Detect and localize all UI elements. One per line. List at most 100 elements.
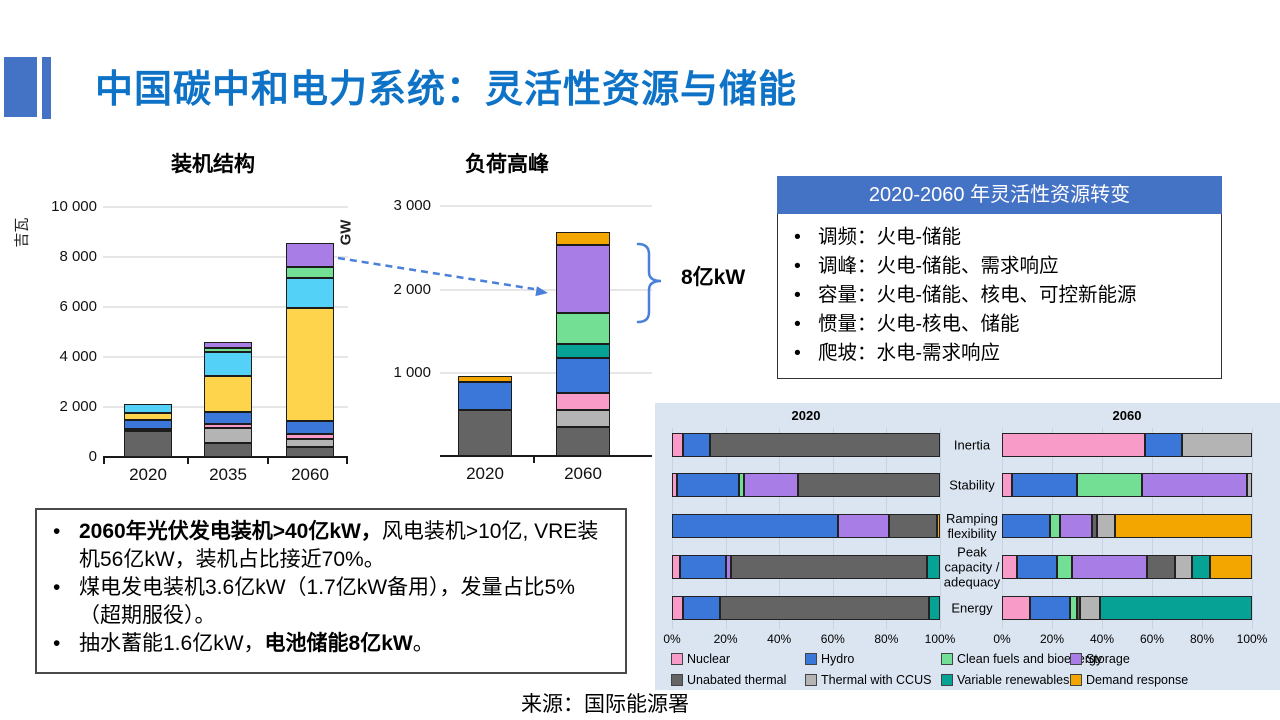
- notes-text: 抽水蓄能1.6亿kW，: [79, 632, 265, 655]
- gridline: [103, 256, 348, 258]
- panel-bar-segment-gray: [1174, 555, 1192, 579]
- panel-x-tick: 20%: [1039, 632, 1065, 646]
- panel-bar-segment-green: [1077, 473, 1142, 497]
- panel-bar-segment-dark: [797, 473, 940, 497]
- panel-bar-segment-purple: [838, 514, 890, 538]
- legend-item: Nuclear: [671, 652, 730, 666]
- panel-bar-segment-pink: [1002, 596, 1030, 620]
- y-tick-label: 1 000: [393, 363, 431, 381]
- panel-row-label: Inertia: [953, 437, 991, 453]
- panel-bar-segment-teal: [926, 555, 940, 579]
- panel-x-tick: 80%: [874, 632, 899, 646]
- panel-gridline: [940, 428, 941, 629]
- panel-row-label: Energy: [951, 600, 993, 616]
- flexibility-transition-box: 2020-2060 年灵活性资源转变 • 调频：火电-储能 • 调峰：火电-储能、需求…: [777, 176, 1222, 379]
- legend-label: Demand response: [1086, 673, 1189, 687]
- flexibility-box-header: 2020-2060 年灵活性资源转变: [777, 176, 1222, 214]
- panel-bar-segment-blue: [1017, 555, 1057, 579]
- panel-bar-segment-blue: [680, 555, 726, 579]
- gridline: [440, 288, 652, 291]
- panel-bar-segment-teal: [1192, 555, 1210, 579]
- bullet-icon: •: [794, 342, 801, 364]
- panel-bar-segment-gray: [1247, 473, 1252, 497]
- bar-segment-purple: [286, 243, 334, 267]
- bar-segment-yellow: [204, 375, 252, 413]
- panel-bar-segment-blue: [1012, 473, 1077, 497]
- bar-segment-dark: [286, 447, 334, 457]
- panel-x-tick: 20%: [713, 632, 738, 646]
- gridline: [103, 206, 348, 208]
- notes-text: 风电装机>10亿, VRE装机56亿kW，装机占比接近70%。: [79, 520, 599, 571]
- panel-x-tick: 100%: [1236, 632, 1268, 646]
- bar-segment-blue: [458, 381, 512, 411]
- notes-bullet: • 2060年光伏发电装机>40亿kW，风电装机>10亿, VRE装机56亿kW，…: [43, 518, 615, 574]
- peakload-chart-ylabel: GW: [337, 219, 355, 246]
- x-category-label: 2060: [291, 465, 329, 484]
- bar-segment-yellow: [124, 412, 172, 420]
- bar-segment-purple: [556, 244, 610, 313]
- panel-bar-segment-blue: [1144, 433, 1182, 457]
- y-tick-label: 3 000: [393, 197, 431, 215]
- bar-segment-gray: [204, 427, 252, 444]
- bullet-icon: •: [53, 632, 61, 655]
- panel-bar-segment-dark: [709, 433, 940, 457]
- panel-x-tick: 0%: [663, 632, 681, 646]
- bar-segment-dark: [204, 443, 252, 457]
- panel-x-tick: 40%: [1089, 632, 1115, 646]
- title-accent-square: [4, 57, 37, 117]
- bar-segment-pink: [204, 423, 252, 428]
- bar-segment-dark: [458, 410, 512, 456]
- panel-bar-segment-green: [1049, 514, 1060, 538]
- panel-bar-segment-pink: [672, 473, 678, 497]
- gridline: [103, 306, 348, 308]
- panel-row-label: Stability: [949, 477, 995, 493]
- legend-item: Variable renewables: [941, 673, 1069, 687]
- panel-bar-segment-dark: [1092, 514, 1097, 538]
- legend-label: Storage: [1086, 652, 1130, 666]
- y-tick-label: 8 000: [59, 248, 97, 265]
- panel-row-label: Peak capacity / adequacy: [943, 544, 1001, 590]
- panel-bar-segment-purple: [1059, 514, 1092, 538]
- panel-bar-segment-purple: [1072, 555, 1147, 579]
- gridline: [440, 205, 652, 208]
- legend-item: Unabated thermal: [671, 673, 786, 687]
- storage-annotation: 8亿kW: [681, 266, 746, 289]
- panel-x-tick: 100%: [924, 632, 956, 646]
- source-text: 来源：国际能源署: [521, 693, 689, 716]
- bar-segment-gray: [556, 410, 610, 427]
- bar-segment-navy: [124, 429, 172, 431]
- panel-bar-segment-gray: [1182, 433, 1252, 457]
- notes-bold-text: 2060年光伏发电装机>40亿kW，: [79, 520, 382, 543]
- x-axis-tick: [267, 458, 269, 464]
- flexibility-box-body: • 调频：火电-储能 • 调峰：火电-储能、需求响应 • 容量：火电-储能、核电、可控新能…: [777, 214, 1222, 379]
- bullet-icon: •: [794, 313, 801, 335]
- notes-bullet: • 抽水蓄能1.6亿kW，电池储能8亿kW。: [43, 630, 615, 658]
- x-axis-tick: [103, 458, 105, 464]
- panel-bar-segment-pink: [1002, 473, 1012, 497]
- legend-swatch-gray: [805, 674, 817, 686]
- x-category-label: 2060: [564, 464, 602, 483]
- panel-bar-segment-pink: [672, 433, 683, 457]
- flexibility-bullet: • 容量：火电-储能、核电、可控新能源: [784, 281, 1213, 310]
- page-title: 中国碳中和电力系统：灵活性资源与储能: [95, 69, 798, 111]
- legend-swatch-green: [941, 653, 953, 665]
- bullet-icon: •: [794, 255, 801, 277]
- panel-gridline: [1252, 428, 1253, 629]
- legend-label: Variable renewables: [957, 673, 1070, 687]
- panel-bar-segment-teal: [929, 596, 940, 620]
- panel-bar-segment-orange: [1114, 514, 1252, 538]
- bar-segment-blue: [286, 421, 334, 434]
- bar-segment-gray: [286, 439, 334, 448]
- panel-x-tick: 80%: [1189, 632, 1215, 646]
- bullet-icon: •: [53, 576, 61, 599]
- panel-bar-segment-blue: [1029, 596, 1070, 620]
- legend-label: Unabated thermal: [687, 673, 787, 687]
- panel-bar-segment-purple: [725, 555, 731, 579]
- capacity-chart-ylabel: 吉瓦: [13, 217, 31, 248]
- panel-bar-segment-dark: [889, 514, 938, 538]
- flexibility-bullet: • 调峰：火电-储能、需求响应: [784, 252, 1213, 281]
- x-category-label: 2035: [209, 465, 247, 484]
- y-tick-label: 10 000: [51, 198, 97, 215]
- bar-segment-green: [204, 347, 252, 352]
